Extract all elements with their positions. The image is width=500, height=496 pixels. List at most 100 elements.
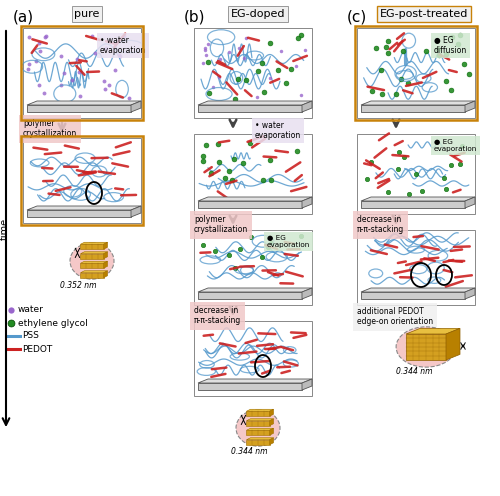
Polygon shape (131, 206, 141, 217)
Bar (194, 134, 312, 214)
Point (442, 185, 450, 193)
Polygon shape (104, 242, 108, 249)
Point (112, 65, 120, 73)
Point (399, 47, 407, 55)
Point (214, 158, 222, 166)
Text: (b): (b) (184, 10, 206, 25)
Point (294, 34, 302, 42)
Point (34, 81, 42, 89)
Point (198, 59, 206, 67)
Polygon shape (361, 288, 475, 292)
Text: EG-doped: EG-doped (231, 9, 285, 19)
Point (115, 51, 123, 59)
Polygon shape (302, 288, 312, 299)
Point (293, 147, 301, 155)
Point (274, 65, 281, 73)
Polygon shape (198, 105, 302, 112)
Point (254, 67, 262, 75)
Point (68, 76, 76, 84)
Polygon shape (80, 244, 104, 249)
Bar (194, 28, 312, 118)
Point (236, 245, 244, 253)
Point (224, 251, 232, 259)
Point (240, 54, 248, 62)
Polygon shape (361, 105, 465, 112)
Text: EG-post-treated: EG-post-treated (380, 9, 468, 19)
Point (42, 32, 50, 40)
Polygon shape (302, 379, 312, 390)
Point (102, 44, 110, 52)
Point (58, 52, 66, 60)
Polygon shape (361, 197, 475, 201)
Point (73, 55, 81, 63)
Point (377, 66, 385, 74)
Point (202, 46, 209, 54)
Polygon shape (246, 440, 270, 445)
Point (232, 95, 239, 103)
Point (76, 92, 84, 100)
Text: polymer
crystallization: polymer crystallization (194, 215, 248, 235)
Point (300, 46, 308, 54)
Point (277, 47, 285, 55)
Point (239, 159, 247, 167)
Polygon shape (465, 197, 475, 208)
Point (384, 37, 392, 45)
Point (204, 40, 212, 48)
Polygon shape (131, 101, 141, 112)
Bar (21, 26, 143, 120)
Text: polymer
crystallization: polymer crystallization (23, 119, 77, 138)
Point (405, 190, 413, 198)
Bar (357, 134, 475, 214)
Point (216, 56, 224, 63)
Point (246, 233, 254, 241)
Point (40, 89, 48, 97)
Polygon shape (27, 105, 131, 112)
Polygon shape (198, 292, 302, 299)
Point (368, 87, 376, 95)
Text: 0.352 nm: 0.352 nm (60, 281, 96, 290)
Polygon shape (198, 201, 302, 208)
Point (201, 44, 209, 52)
Text: PSS: PSS (22, 331, 39, 340)
Point (60, 69, 68, 77)
Point (418, 186, 426, 194)
Text: 0.344 nm: 0.344 nm (231, 446, 268, 455)
Polygon shape (270, 428, 274, 435)
Polygon shape (465, 288, 475, 299)
Polygon shape (270, 419, 274, 426)
Bar (23, 138, 141, 223)
Polygon shape (270, 409, 274, 416)
Point (366, 158, 374, 166)
Point (448, 33, 456, 41)
Polygon shape (406, 334, 446, 360)
Point (448, 161, 456, 169)
Point (102, 85, 110, 93)
Point (32, 57, 40, 65)
Text: ● EG
evaporation: ● EG evaporation (434, 139, 477, 152)
Polygon shape (198, 101, 312, 105)
Text: ethylene glycol: ethylene glycol (18, 318, 88, 327)
Point (397, 74, 405, 82)
Text: ● EG
evaporation: ● EG evaporation (267, 235, 310, 248)
Text: additional PEDOT
edge-on orientation: additional PEDOT edge-on orientation (357, 307, 433, 326)
Polygon shape (80, 271, 108, 273)
Point (242, 34, 250, 42)
Point (202, 51, 210, 59)
Text: pure: pure (74, 9, 100, 19)
Text: • water
evaporation: • water evaporation (255, 121, 301, 140)
Bar (357, 230, 475, 305)
Point (372, 44, 380, 52)
Point (198, 157, 206, 165)
Polygon shape (80, 252, 108, 254)
Point (382, 43, 390, 51)
Point (435, 51, 443, 59)
Text: water: water (18, 306, 44, 314)
Point (297, 31, 305, 39)
Point (41, 33, 49, 41)
Text: decrease in
π-π-stacking: decrease in π-π-stacking (194, 306, 241, 325)
Point (206, 169, 214, 177)
Point (296, 233, 304, 241)
Point (228, 176, 236, 184)
Text: PEDOT: PEDOT (22, 345, 52, 354)
Ellipse shape (70, 243, 114, 279)
